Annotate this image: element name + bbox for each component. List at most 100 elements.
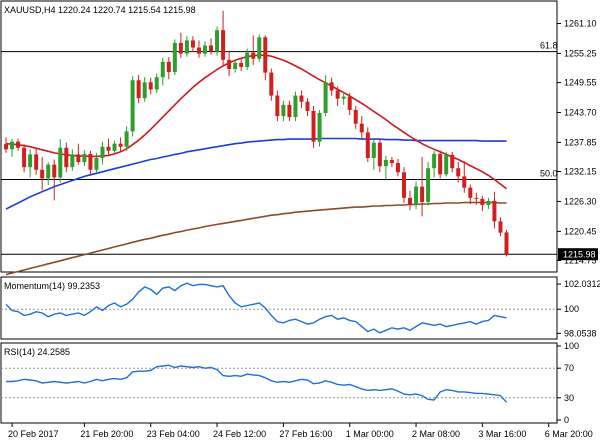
candle xyxy=(52,159,57,201)
candle xyxy=(172,39,177,76)
candle xyxy=(414,181,419,210)
time-tick-label: 2 Mar 08:00 xyxy=(412,429,460,439)
candle-body xyxy=(281,104,286,117)
fib-label: 61.8 xyxy=(540,41,558,51)
time-tick-label: 3 Mar 16:00 xyxy=(478,429,526,439)
candle xyxy=(432,150,437,178)
candle-body xyxy=(70,154,75,168)
candle xyxy=(28,149,33,178)
candle-body xyxy=(371,142,376,158)
rsi-tick-label: 0 xyxy=(564,415,569,425)
candle-body xyxy=(395,163,400,173)
time-tick-label: 6 Mar 20:00 xyxy=(545,429,593,439)
candle-body xyxy=(263,37,268,73)
candle xyxy=(371,139,376,170)
price-tick-label: 1243.70 xyxy=(564,107,597,117)
candle-body xyxy=(154,77,159,90)
candle xyxy=(353,105,358,129)
fib-label: 50.0 xyxy=(540,168,558,178)
price-tick-label: 1261.10 xyxy=(564,18,597,28)
candle-body xyxy=(58,147,63,178)
candle-body xyxy=(209,45,214,52)
candle xyxy=(148,77,153,95)
price-tick-label: 1249.55 xyxy=(564,78,597,88)
candle-body xyxy=(160,61,165,78)
candle xyxy=(311,105,316,148)
candle-body xyxy=(377,142,382,167)
sma20-line xyxy=(5,54,507,190)
candle-body xyxy=(486,200,491,206)
time-axis: 20 Feb 2017 21 Feb 20:00 23 Feb 04:00 24 Fe… xyxy=(8,423,593,439)
candle xyxy=(401,167,406,203)
candle xyxy=(70,149,75,171)
candle-body xyxy=(10,141,15,150)
sma100-line xyxy=(5,137,507,210)
rsi-tick-label: 30 xyxy=(564,393,574,403)
main-reference-lines: 61.8 50.0 xyxy=(1,41,558,255)
candle-body xyxy=(40,169,45,179)
candle-body xyxy=(227,59,232,70)
candle xyxy=(492,191,497,229)
price-tick-label: 1232.15 xyxy=(564,167,597,177)
candle xyxy=(317,109,322,147)
candle xyxy=(480,195,485,212)
candle xyxy=(202,41,207,57)
candle-body xyxy=(257,37,262,59)
candle-body xyxy=(106,146,111,151)
candle-body xyxy=(426,168,431,202)
candle xyxy=(383,155,388,180)
candle xyxy=(359,116,364,139)
candle xyxy=(498,217,503,237)
candle xyxy=(124,126,129,151)
candle xyxy=(215,26,220,56)
candle xyxy=(377,138,382,173)
candle xyxy=(462,161,467,193)
time-tick-label: 1 Mar 00:00 xyxy=(346,429,394,439)
price-axis: 1261.10 1255.25 1249.55 1243.70 1237.85 1232.… xyxy=(557,18,598,265)
candle xyxy=(456,162,461,183)
candle xyxy=(22,144,27,173)
candle xyxy=(299,90,304,108)
candle xyxy=(58,139,63,183)
time-tick-label: 21 Feb 20:00 xyxy=(80,429,133,439)
candle xyxy=(4,137,8,153)
candle-body xyxy=(353,109,358,124)
candles[interactable] xyxy=(4,10,509,257)
candle xyxy=(76,143,81,165)
candle xyxy=(420,156,425,217)
candle-body xyxy=(172,42,177,73)
candle-body xyxy=(444,154,449,175)
candle-body xyxy=(480,198,485,206)
candle-body xyxy=(492,200,497,222)
candle-body xyxy=(450,154,455,169)
candle-body xyxy=(88,153,93,170)
momentum-indicator: 102.0312 100 98.0538 xyxy=(1,279,600,338)
candle-body xyxy=(432,153,437,169)
candle-body xyxy=(28,154,33,168)
candle xyxy=(136,75,141,104)
rsi-panel-frame xyxy=(0,342,558,424)
candle-body xyxy=(359,123,364,133)
candle-body xyxy=(251,52,256,59)
candle-body xyxy=(474,197,479,199)
momentum-line xyxy=(5,282,507,334)
candle-body xyxy=(329,82,334,91)
rsi-title: RSI(14) 24.2585 xyxy=(4,347,70,357)
candle-body xyxy=(100,146,105,158)
candle-body xyxy=(136,80,141,99)
main-panel-frame xyxy=(0,0,558,273)
momentum-title: Momentum(14) 99.2353 xyxy=(4,281,100,291)
candle-body xyxy=(142,82,147,99)
candle-body xyxy=(323,82,328,113)
candle-body xyxy=(16,141,21,148)
candle xyxy=(468,184,473,204)
candle xyxy=(209,38,214,55)
candle xyxy=(233,59,238,73)
candle xyxy=(239,58,244,72)
candle-body xyxy=(498,221,503,233)
candle-body xyxy=(438,153,443,175)
candle-body xyxy=(190,40,195,48)
candle xyxy=(438,150,443,179)
candle-body xyxy=(468,187,473,198)
time-tick-label: 23 Feb 04:00 xyxy=(147,429,200,439)
